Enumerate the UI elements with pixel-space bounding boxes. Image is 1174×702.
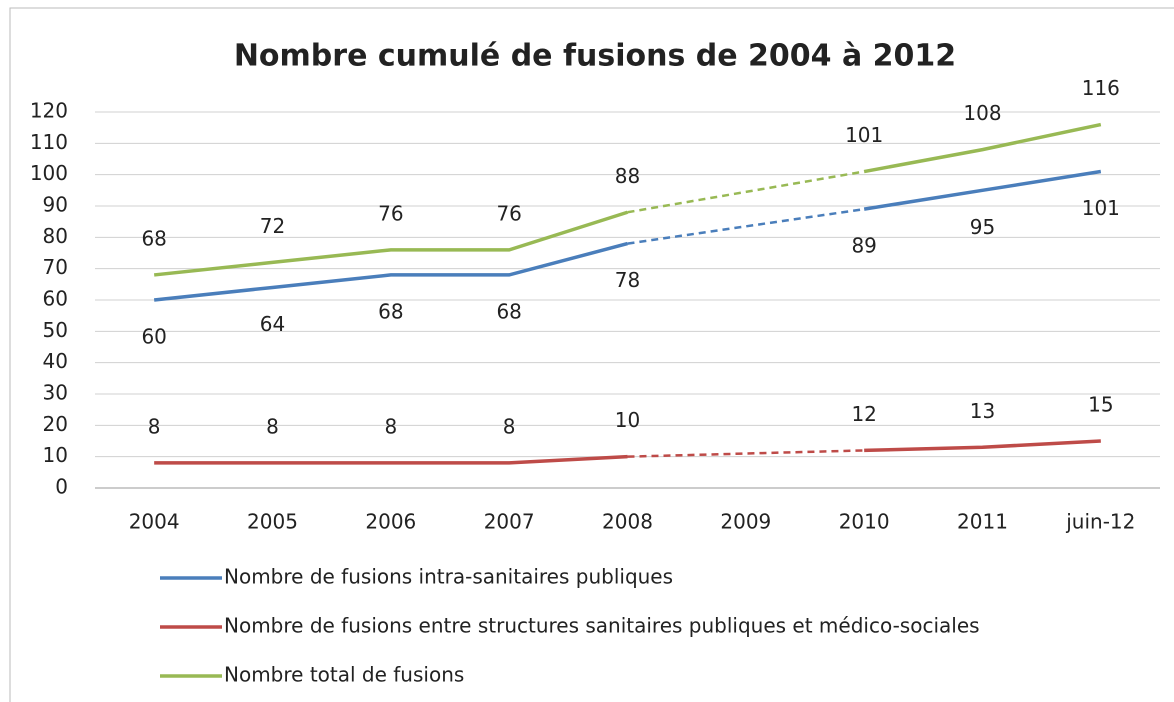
data-label: 72 — [260, 214, 285, 238]
series-line — [153, 210, 629, 277]
data-label: 88 — [615, 164, 640, 188]
data-label: 15 — [1088, 393, 1113, 417]
x-tick-label: 2007 — [484, 510, 535, 534]
data-label: 68 — [141, 226, 166, 250]
x-tick-label: juin-12 — [1065, 510, 1135, 534]
x-tick-label: 2010 — [839, 510, 890, 534]
data-label: 68 — [496, 299, 521, 323]
y-tick-label: 10 — [43, 443, 68, 467]
data-label: 8 — [384, 414, 397, 438]
data-label: 60 — [141, 325, 166, 349]
data-label: 68 — [378, 299, 403, 323]
data-label: 89 — [851, 234, 876, 258]
series-line — [154, 454, 628, 465]
data-label: 64 — [260, 312, 285, 336]
chart-title: Nombre cumulé de fusions de 2004 à 2012 — [234, 39, 956, 74]
y-tick-label: 80 — [43, 224, 68, 248]
series-line — [863, 169, 1102, 211]
y-tick-label: 110 — [30, 130, 68, 154]
x-tick-label: 2004 — [129, 510, 180, 534]
y-tick-label: 50 — [43, 318, 68, 342]
y-tick-label: 120 — [30, 99, 68, 123]
x-tick-label: 2006 — [365, 510, 416, 534]
series-line — [153, 241, 628, 302]
legend-label: Nombre de fusions intra-sanitaires publi… — [224, 565, 673, 589]
data-label: 13 — [970, 399, 995, 423]
gap-bridge — [627, 170, 865, 214]
gap-bridge — [627, 207, 865, 245]
data-label: 76 — [378, 201, 403, 225]
y-tick-label: 40 — [43, 349, 68, 373]
x-tick-label: 2009 — [720, 510, 771, 534]
y-tick-label: 100 — [30, 161, 68, 185]
legend-label: Nombre total de fusions — [224, 663, 464, 687]
legend-label: Nombre de fusions entre structures sanit… — [224, 614, 980, 638]
data-label: 10 — [615, 408, 640, 432]
data-label: 8 — [148, 414, 161, 438]
y-tick-label: 0 — [55, 475, 68, 499]
x-tick-label: 2005 — [247, 510, 298, 534]
y-tick-label: 20 — [43, 412, 68, 436]
x-tick-label: 2008 — [602, 510, 653, 534]
y-tick-label: 90 — [43, 193, 68, 217]
data-label: 101 — [1082, 196, 1120, 220]
gap-bridge — [627, 449, 865, 458]
data-label: 76 — [496, 201, 521, 225]
data-label: 78 — [615, 268, 640, 292]
series-line — [864, 439, 1101, 453]
data-label: 12 — [851, 402, 876, 426]
data-label: 116 — [1082, 76, 1120, 100]
x-tick-label: 2011 — [957, 510, 1008, 534]
series-line — [863, 122, 1102, 174]
data-label: 108 — [963, 101, 1001, 125]
data-label: 8 — [266, 414, 279, 438]
y-tick-label: 60 — [43, 287, 68, 311]
chart-frame — [9, 7, 1174, 702]
y-tick-label: 70 — [43, 255, 68, 279]
data-label: 8 — [503, 414, 516, 438]
data-label: 95 — [970, 215, 995, 239]
y-tick-label: 30 — [43, 381, 68, 405]
data-label: 101 — [845, 123, 883, 147]
